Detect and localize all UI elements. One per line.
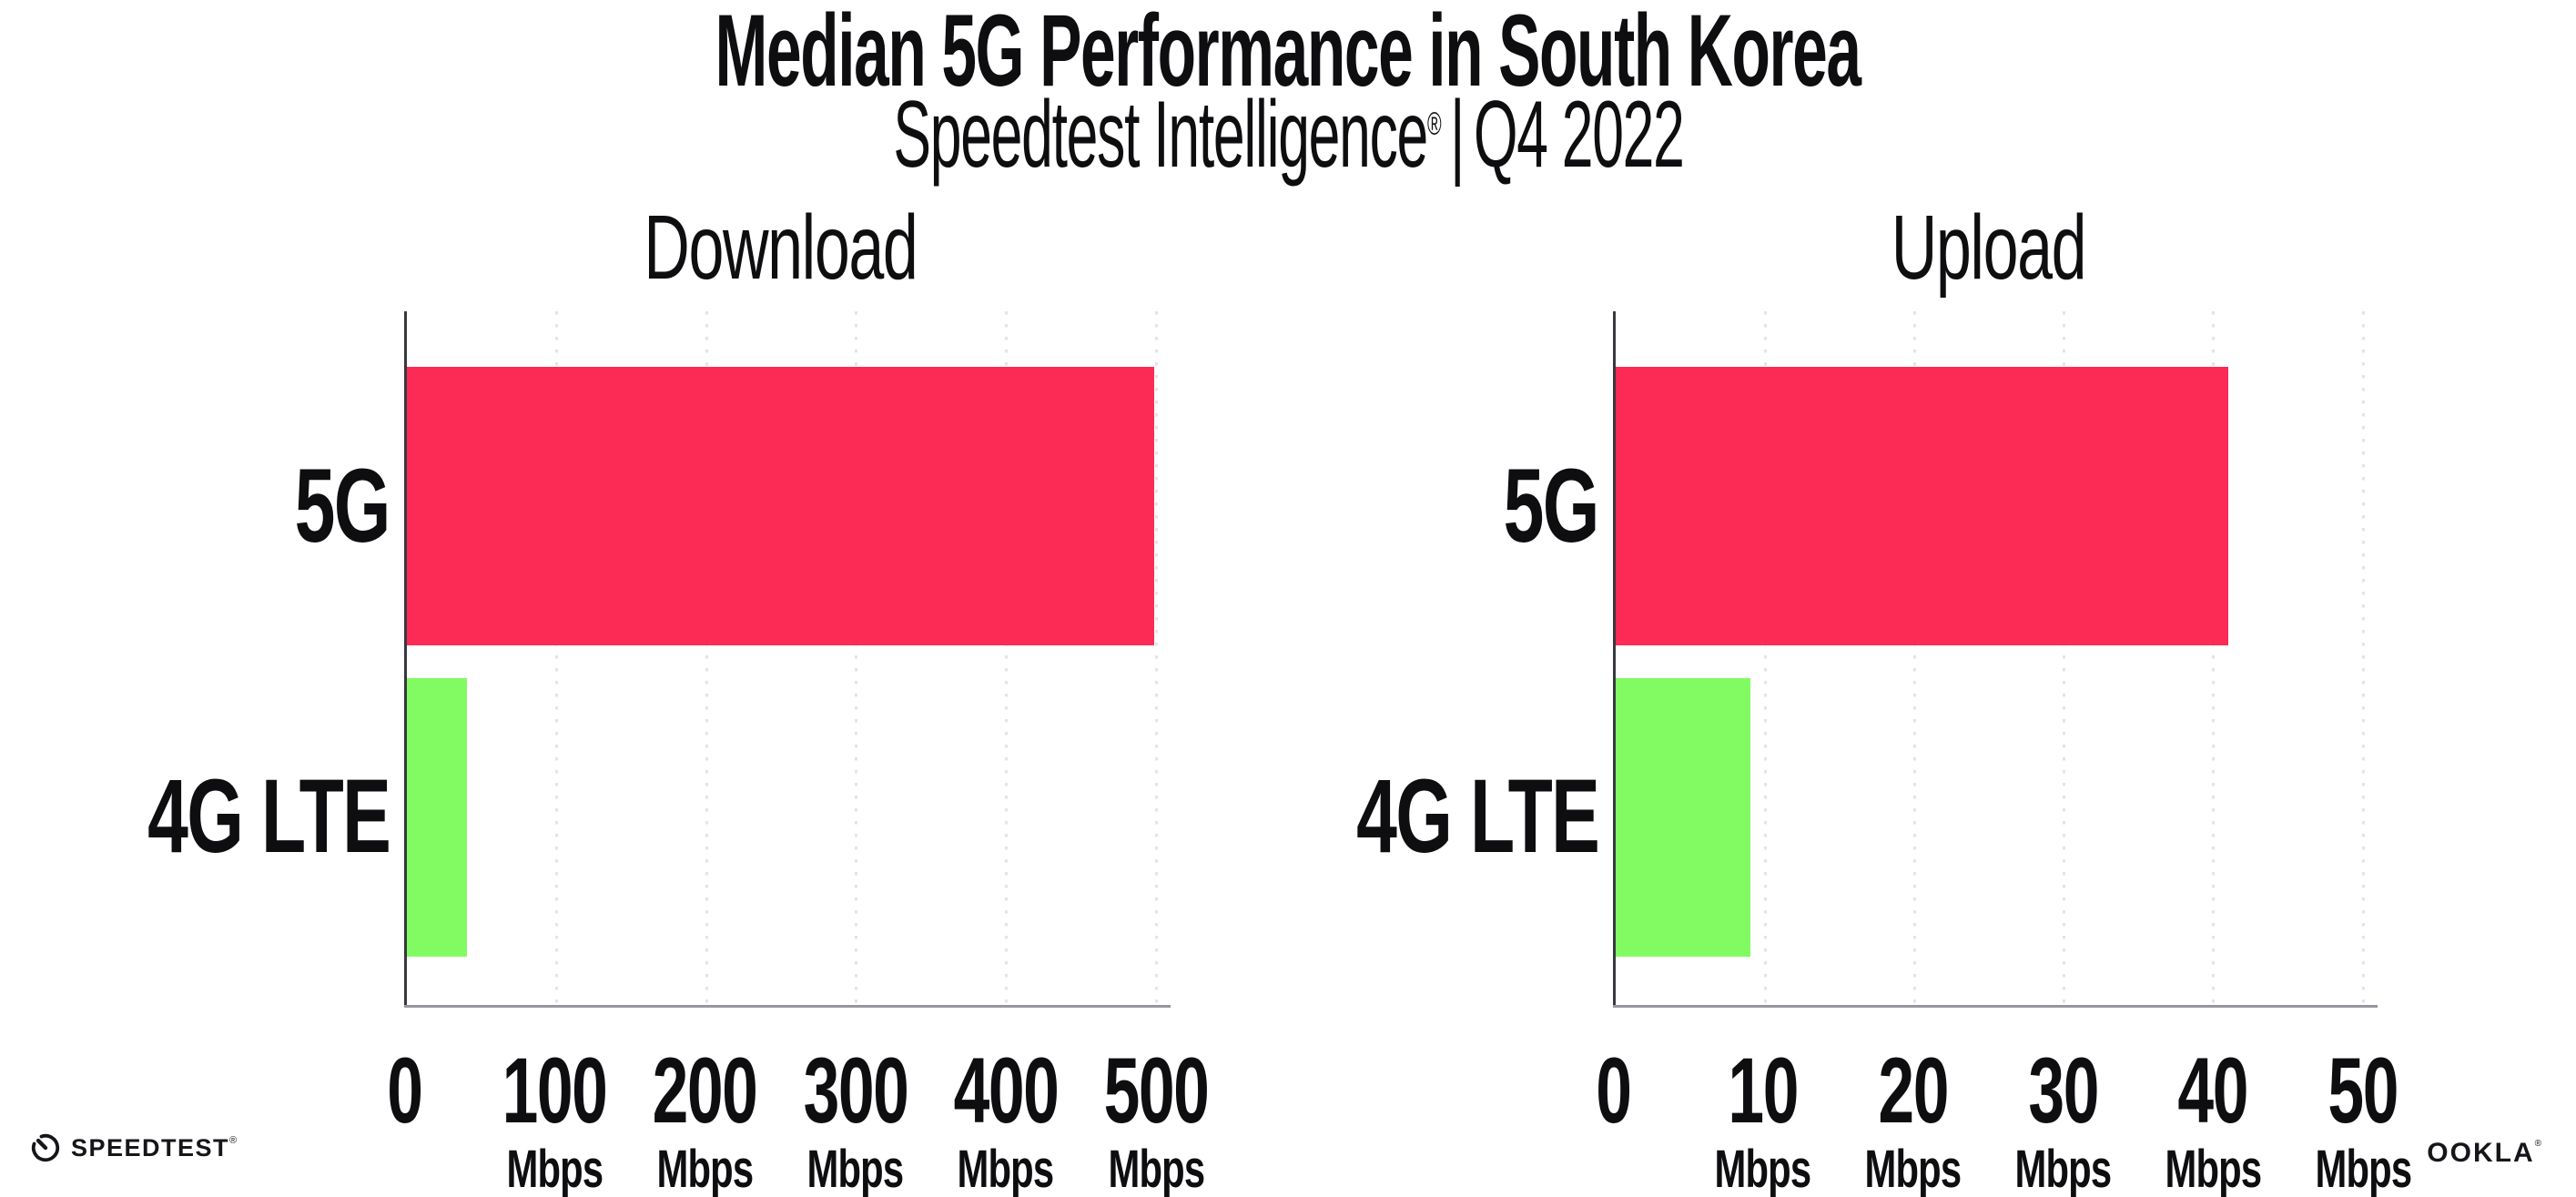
upload-x-axis: 0 10 Mbps 20 Mbps 30 Mbps 40 Mbps 50 Mbp… <box>1596 1039 2412 1197</box>
page-title: Median 5G Performance in South Korea <box>0 0 2576 102</box>
x-tick-unit: Mbps <box>506 1139 603 1197</box>
x-tick-unit: Mbps <box>2315 1139 2412 1197</box>
x-tick-value: 500 <box>1103 1039 1210 1142</box>
ookla-logo-text: OOKLA <box>2427 1138 2535 1168</box>
x-tick-unit: Mbps <box>1714 1139 1812 1197</box>
x-tick-unit: Mbps <box>656 1139 755 1197</box>
category-label-4g-lte: 4G LTE <box>147 758 391 876</box>
x-tick-value: 400 <box>953 1039 1059 1142</box>
gridline <box>705 311 708 1006</box>
registered-trademark-icon: ® <box>229 1134 238 1146</box>
bar-download-5g <box>407 367 1155 645</box>
x-tick: 300 Mbps <box>692 1039 1019 1197</box>
x-tick-value: 20 <box>1878 1039 1949 1142</box>
x-tick: 500 Mbps <box>992 1039 1320 1197</box>
bar-download-4g-lte <box>407 677 467 957</box>
x-tick-unit: Mbps <box>806 1139 905 1197</box>
page-subtitle-text: Speedtest Intelligence® | Q4 2022 <box>893 87 1684 182</box>
x-tick: 50 Mbps <box>2199 1039 2527 1197</box>
x-axis-line <box>1613 1005 2378 1008</box>
x-axis-line <box>404 1005 1171 1008</box>
x-tick: 10 Mbps <box>1599 1039 1927 1197</box>
x-tick-value: 0 <box>386 1039 423 1142</box>
speedtest-gauge-icon <box>30 1132 61 1163</box>
x-tick: 30 Mbps <box>1899 1039 2226 1197</box>
x-tick-unit: Mbps <box>2014 1139 2113 1197</box>
gridline <box>2063 311 2066 1006</box>
speedtest-logo: SPEEDTEST® <box>30 1132 238 1163</box>
x-tick: 20 Mbps <box>1749 1039 2077 1197</box>
subtitle-period: Q4 2022 <box>1473 82 1684 188</box>
x-tick: 200 Mbps <box>541 1039 868 1197</box>
gridline <box>2212 311 2216 1006</box>
bar-upload-5g <box>1616 367 2229 645</box>
x-tick: 100 Mbps <box>390 1039 718 1197</box>
upload-plot-area <box>1613 311 2378 1008</box>
x-tick-value: 100 <box>502 1039 608 1142</box>
x-tick-value: 200 <box>652 1039 758 1142</box>
gridline <box>555 311 559 1006</box>
gridline <box>855 311 858 1006</box>
upload-chart-title-text: Upload <box>1891 197 2086 299</box>
upload-y-axis-labels: 5G 4G LTE <box>1209 311 1600 1006</box>
gridline <box>1763 311 1767 1006</box>
bar-upload-4g-lte <box>1616 677 1750 957</box>
page-subtitle: Speedtest Intelligence® | Q4 2022 <box>0 87 2576 182</box>
x-tick-value: 50 <box>2328 1039 2399 1142</box>
x-tick-value: 0 <box>1595 1039 1632 1142</box>
subtitle-separator: | <box>1449 82 1465 188</box>
x-tick-value: 40 <box>2177 1039 2249 1142</box>
x-tick-unit: Mbps <box>1108 1139 1205 1197</box>
upload-chart-title: Upload <box>1613 202 2363 293</box>
download-y-axis-labels: 5G 4G LTE <box>0 311 391 1006</box>
x-tick: 400 Mbps <box>842 1039 1170 1197</box>
x-tick-unit: Mbps <box>2165 1139 2262 1197</box>
gridline <box>1154 311 1158 1006</box>
download-chart-title: Download <box>404 202 1156 293</box>
gridline <box>1912 311 1916 1006</box>
category-label-5g: 5G <box>294 447 391 564</box>
registered-trademark-icon: ® <box>2534 1139 2543 1149</box>
x-tick-value: 300 <box>803 1039 908 1142</box>
download-plot-area <box>404 311 1171 1008</box>
x-tick-unit: Mbps <box>957 1139 1055 1197</box>
speedtest-logo-text: SPEEDTEST® <box>71 1133 238 1161</box>
download-x-axis: 0 100 Mbps 200 Mbps 300 Mbps 400 Mbps 50… <box>387 1039 1210 1197</box>
ookla-logo: OOKLA® <box>2427 1140 2543 1167</box>
download-chart-title-text: Download <box>643 197 918 299</box>
x-tick-value: 30 <box>2028 1039 2099 1142</box>
x-tick: 40 Mbps <box>2049 1039 2377 1197</box>
gridline <box>2361 311 2365 1006</box>
category-label-5g: 5G <box>1503 447 1600 564</box>
gridline <box>1004 311 1008 1006</box>
category-label-4g-lte: 4G LTE <box>1355 758 1600 876</box>
x-tick-value: 10 <box>1728 1039 1800 1142</box>
registered-trademark-icon: ® <box>1426 106 1441 142</box>
x-tick: 0 <box>1449 1039 1777 1196</box>
subtitle-brand: Speedtest Intelligence <box>892 82 1428 188</box>
x-tick: 0 <box>240 1039 568 1196</box>
x-tick-unit: Mbps <box>1864 1139 1962 1197</box>
page-title-text: Median 5G Performance in South Korea <box>715 0 1861 107</box>
